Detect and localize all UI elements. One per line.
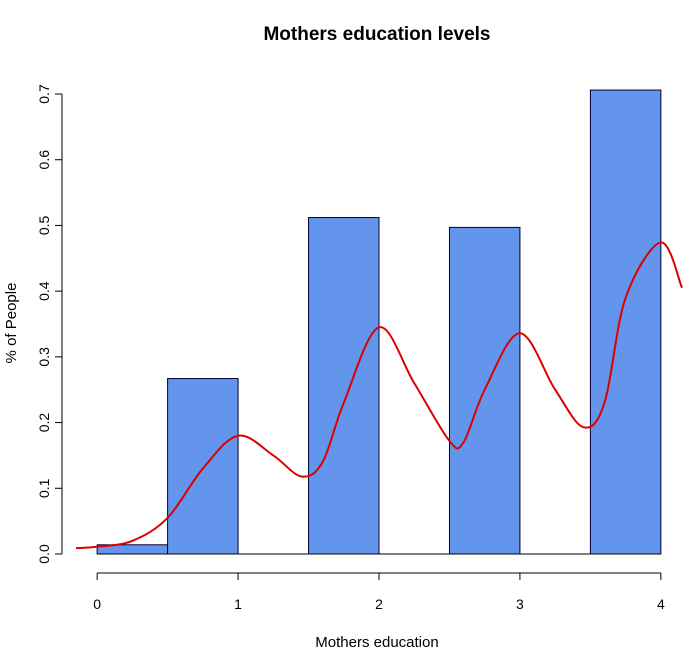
bars-layer <box>96 89 662 555</box>
histogram-bar-2 <box>308 217 380 555</box>
histogram-bar-1 <box>167 378 239 555</box>
y-tick-label-1: 0.1 <box>36 478 52 498</box>
density-curve <box>75 241 683 550</box>
x-tick-label-1: 1 <box>234 596 242 612</box>
y-tick-label-2: 0.2 <box>36 413 52 433</box>
density-curve-layer <box>75 241 683 550</box>
y-tick-label-5: 0.5 <box>36 215 52 235</box>
y-tick-label-4: 0.4 <box>36 281 52 301</box>
y-tick-label-0: 0.0 <box>36 544 52 564</box>
y-tick-label-7: 0.7 <box>36 84 52 104</box>
x-axis: 0 1 2 3 4 <box>93 572 665 612</box>
y-axis-label: % of People <box>3 283 20 364</box>
x-tick-label-3: 3 <box>516 596 524 612</box>
chart-title: Mothers education levels <box>263 24 490 45</box>
y-tick-label-6: 0.6 <box>36 150 52 170</box>
x-tick-label-2: 2 <box>375 596 383 612</box>
x-tick-label-0: 0 <box>93 596 101 612</box>
x-tick-label-4: 4 <box>657 596 665 612</box>
y-axis: 0.0 0.1 0.2 0.3 0.4 0.5 0.6 0.7 <box>36 84 63 564</box>
y-tick-label-3: 0.3 <box>36 347 52 367</box>
histogram-bar-4 <box>589 89 662 555</box>
x-axis-label: Mothers education <box>315 634 438 651</box>
